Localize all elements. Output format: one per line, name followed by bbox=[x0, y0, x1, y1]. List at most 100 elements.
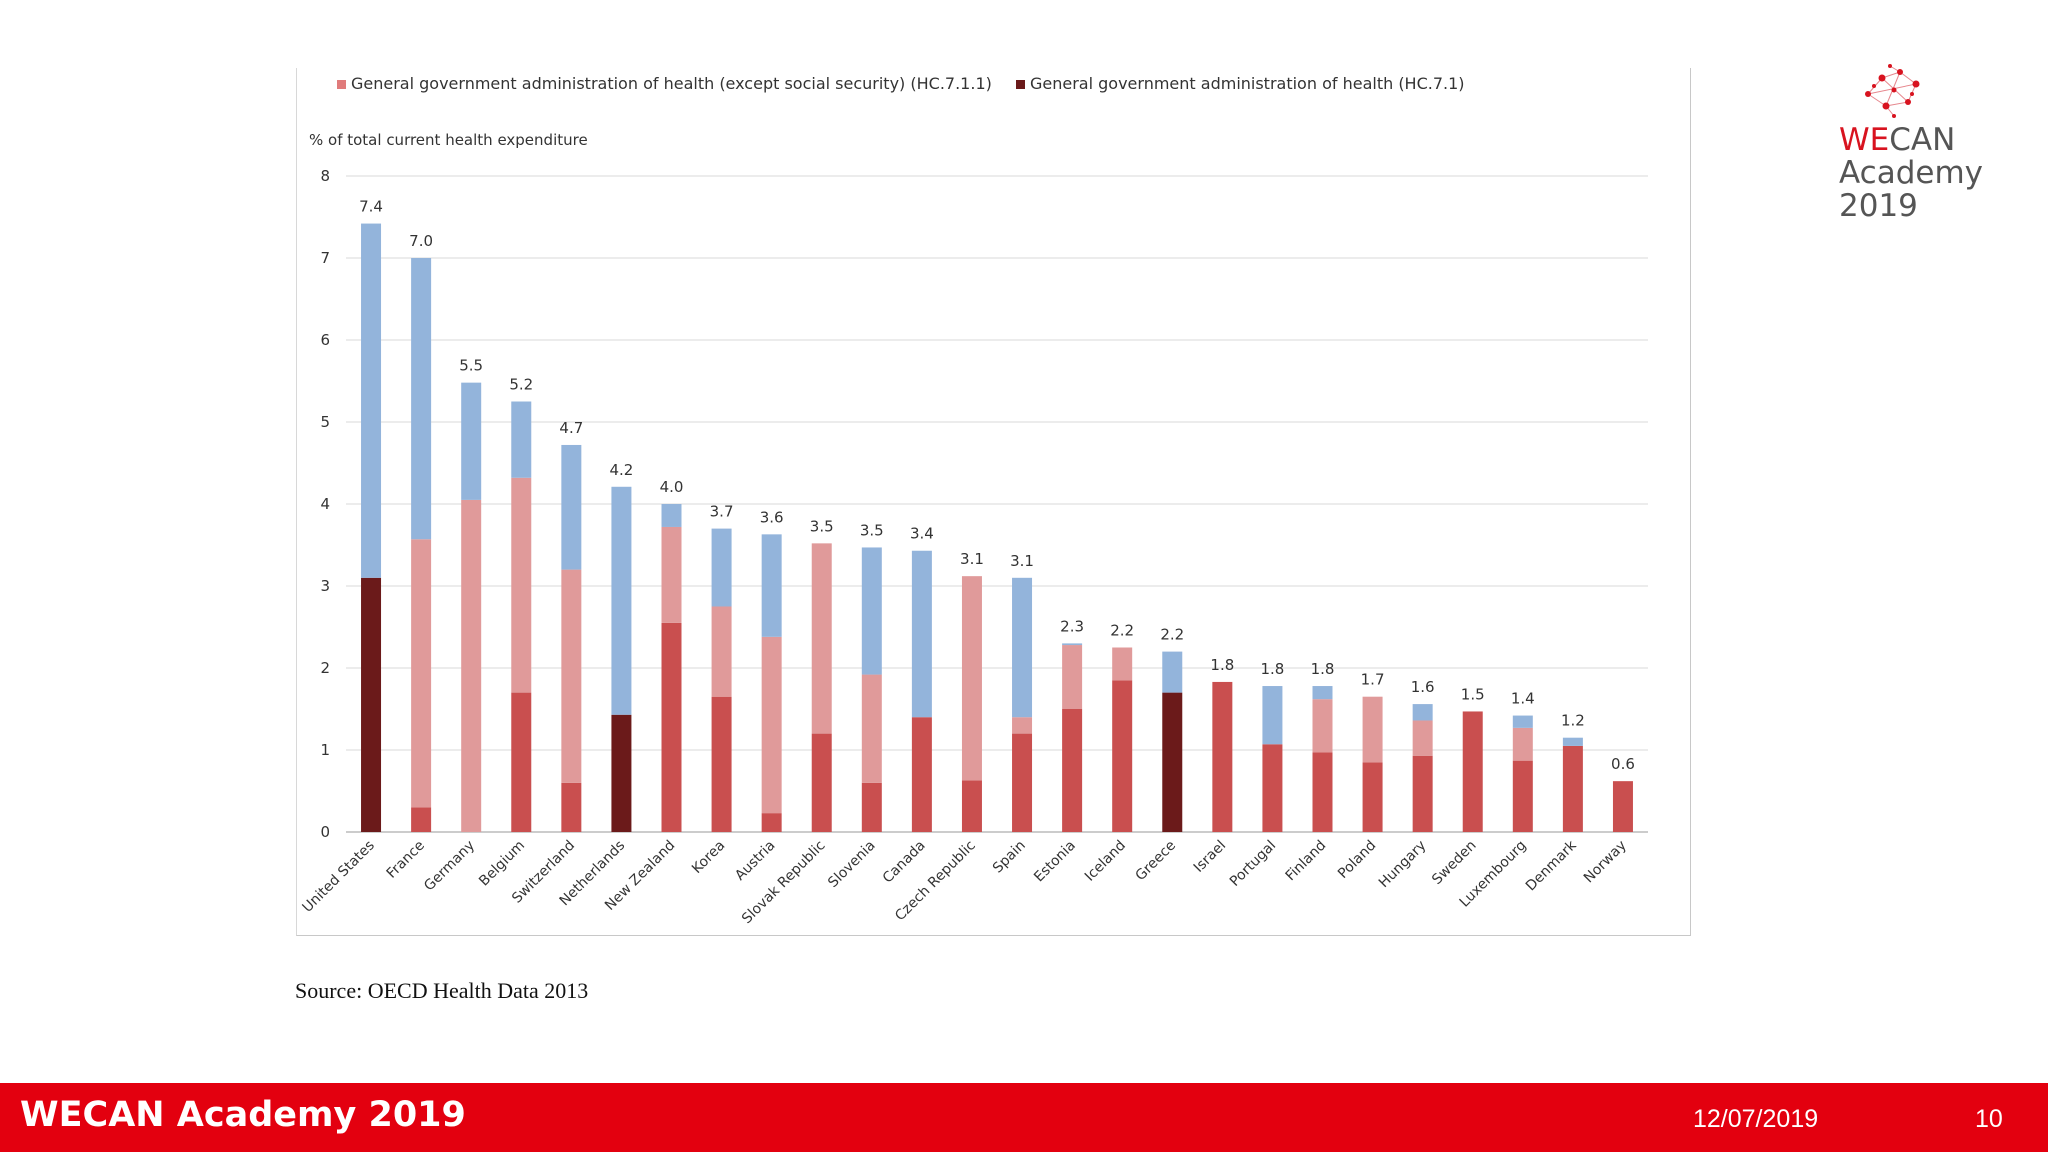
logo-brand-we: WE bbox=[1839, 122, 1890, 158]
bar-segment bbox=[911, 550, 932, 718]
y-tick-label: 4 bbox=[320, 495, 330, 513]
y-tick-label: 0 bbox=[320, 823, 330, 841]
footer-bar: WECAN Academy 2019 12/07/2019 10 bbox=[0, 1083, 2048, 1152]
logo-line-year: 2019 bbox=[1839, 188, 1918, 224]
bar-value-label: 1.5 bbox=[1461, 685, 1485, 703]
source-note: Source: OECD Health Data 2013 bbox=[295, 978, 589, 1003]
bar-value-label: 2.2 bbox=[1160, 626, 1184, 644]
x-tick-label: Korea bbox=[689, 838, 728, 877]
y-tick-label: 7 bbox=[320, 249, 330, 267]
bar-segment bbox=[1062, 709, 1083, 832]
bar-segment bbox=[511, 477, 532, 693]
x-tick-label: Israel bbox=[1191, 838, 1229, 876]
network-logo-icon bbox=[1865, 64, 1920, 118]
bar-segment bbox=[361, 223, 382, 578]
wecan-logo: WECAN Academy 2019 bbox=[1830, 62, 2010, 232]
bar-segment bbox=[861, 547, 882, 675]
bar-segment bbox=[1112, 680, 1133, 832]
x-tick-label: Canada bbox=[880, 838, 929, 887]
bar-segment bbox=[961, 576, 982, 781]
y-tick-label: 1 bbox=[320, 741, 330, 759]
logo-line-academy: Academy bbox=[1839, 155, 1983, 191]
bar-value-label: 4.0 bbox=[660, 478, 684, 496]
y-axis-label: % of total current health expenditure bbox=[309, 131, 588, 149]
bar-segment bbox=[761, 813, 782, 832]
x-tick-label: Germany bbox=[421, 838, 478, 895]
bar-segment bbox=[811, 543, 832, 734]
bar-value-label: 3.6 bbox=[760, 508, 784, 526]
bar-segment bbox=[1412, 704, 1433, 721]
bar-segment bbox=[561, 569, 582, 783]
x-tick-label: Spain bbox=[990, 838, 1029, 877]
y-tick-label: 5 bbox=[320, 413, 330, 431]
bar-segment bbox=[1062, 643, 1083, 646]
bar-segment bbox=[361, 577, 382, 832]
x-tick-label: Norway bbox=[1581, 838, 1630, 887]
bar-segment bbox=[461, 499, 482, 832]
bar-segment bbox=[611, 714, 632, 832]
x-tick-label: United States bbox=[300, 838, 378, 916]
bar-segment bbox=[511, 692, 532, 832]
bar-segment bbox=[461, 382, 482, 500]
stacked-bar-chart: General government administration of hea… bbox=[300, 74, 1648, 927]
x-tick-label: Hungary bbox=[1376, 838, 1430, 892]
legend-label: General government administration of hea… bbox=[351, 74, 992, 93]
x-tick-label: Denmark bbox=[1523, 837, 1580, 894]
bar-segment bbox=[911, 717, 932, 832]
bar-segment bbox=[761, 636, 782, 814]
bar-value-label: 1.8 bbox=[1260, 660, 1284, 678]
bar-segment bbox=[411, 258, 432, 540]
bar-value-label: 1.4 bbox=[1511, 690, 1535, 708]
bar-segment bbox=[1462, 711, 1483, 832]
bar-segment bbox=[661, 622, 682, 832]
bar-value-label: 3.1 bbox=[960, 550, 984, 568]
bar-segment bbox=[1312, 752, 1333, 832]
page-number: 10 bbox=[1975, 1105, 2003, 1133]
bar-segment bbox=[711, 606, 732, 697]
bar-segment bbox=[411, 539, 432, 808]
x-tick-label: Poland bbox=[1335, 838, 1379, 882]
bar-value-label: 3.5 bbox=[860, 521, 884, 539]
x-tick-label: Austria bbox=[732, 838, 778, 884]
bar-value-label: 1.6 bbox=[1411, 678, 1435, 696]
x-tick-label: Finland bbox=[1283, 838, 1330, 885]
bar-value-label: 5.2 bbox=[509, 376, 533, 394]
bar-value-label: 2.3 bbox=[1060, 617, 1084, 635]
legend-swatch bbox=[337, 80, 346, 89]
legend-swatch bbox=[1016, 80, 1025, 89]
bar-segment bbox=[1312, 699, 1333, 753]
x-tick-label: Estonia bbox=[1031, 838, 1079, 886]
bar-value-label: 7.4 bbox=[359, 198, 383, 216]
bar-segment bbox=[1412, 755, 1433, 832]
bar-segment bbox=[1162, 692, 1183, 832]
x-tick-label: Iceland bbox=[1082, 838, 1129, 885]
bar-segment bbox=[1262, 686, 1283, 745]
x-tick-label: Slovenia bbox=[825, 838, 878, 891]
bar-segment bbox=[861, 674, 882, 783]
bar-value-label: 3.7 bbox=[710, 503, 734, 521]
bar-segment bbox=[411, 807, 432, 832]
bar-segment bbox=[861, 782, 882, 832]
bar-segment bbox=[1562, 737, 1583, 746]
bar-segment bbox=[1262, 744, 1283, 832]
bar-value-label: 3.1 bbox=[1010, 552, 1034, 570]
bar-value-label: 1.2 bbox=[1561, 712, 1585, 730]
bar-segment bbox=[961, 780, 982, 832]
bar-segment bbox=[1512, 760, 1533, 832]
y-tick-label: 6 bbox=[320, 331, 330, 349]
bar-value-label: 3.4 bbox=[910, 525, 934, 543]
y-tick-label: 3 bbox=[320, 577, 330, 595]
bar-value-label: 4.7 bbox=[559, 419, 583, 437]
bar-segment bbox=[1612, 781, 1633, 832]
legend-label: General government administration of hea… bbox=[1030, 74, 1465, 93]
bar-segment bbox=[761, 534, 782, 637]
y-tick-label: 8 bbox=[320, 167, 330, 185]
bar-value-label: 0.6 bbox=[1611, 755, 1635, 773]
bar-segment bbox=[1062, 645, 1083, 709]
footer-title: WECAN Academy 2019 bbox=[20, 1095, 466, 1135]
bar-segment bbox=[561, 782, 582, 832]
bar-segment bbox=[811, 733, 832, 832]
y-tick-label: 2 bbox=[320, 659, 330, 677]
bar-value-label: 3.5 bbox=[810, 517, 834, 535]
bar-value-label: 1.7 bbox=[1361, 671, 1385, 689]
